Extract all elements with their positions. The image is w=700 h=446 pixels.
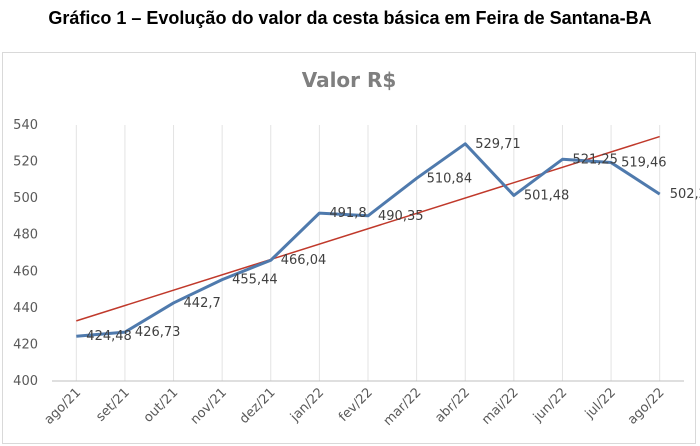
y-tick-label: 540 (13, 118, 38, 133)
x-tick-label: abr/22 (432, 385, 473, 426)
data-label: 424,48 (86, 329, 132, 344)
data-label: 521,25 (572, 152, 618, 167)
data-label: 491,8 (329, 206, 366, 221)
x-tick-label: nov/21 (188, 385, 230, 427)
data-label: 510,84 (427, 171, 473, 186)
y-tick-label: 420 (13, 337, 38, 352)
trendline-group (76, 135, 660, 322)
x-tick-label: jul/22 (582, 385, 619, 422)
y-tick-label: 480 (13, 228, 38, 243)
y-tick-label: 520 (13, 155, 38, 170)
data-label: 442,7 (184, 296, 221, 311)
x-tick-label: jun/22 (530, 385, 570, 425)
y-axis: 400 420 440 460 480 500 520 540 (13, 118, 38, 389)
x-tick-label: mar/22 (381, 385, 425, 429)
series-line (76, 142, 661, 338)
x-tick-label: dez/21 (237, 385, 279, 427)
figure-heading: Gráfico 1 – Evolução do valor da cesta b… (48, 8, 652, 28)
x-tick-label: ago/21 (42, 385, 84, 427)
x-tick-label: jan/22 (287, 385, 327, 425)
series-group (76, 142, 661, 338)
data-label: 501,48 (524, 188, 570, 203)
x-tick-label: out/21 (141, 385, 181, 425)
y-tick-label: 460 (13, 264, 38, 279)
x-tick-label: fev/22 (336, 385, 376, 425)
y-tick-label: 400 (13, 374, 38, 389)
data-label: 490,35 (378, 209, 424, 224)
data-label: 426,73 (135, 325, 181, 340)
y-tick-label: 500 (13, 191, 38, 206)
x-tick-label: set/21 (93, 385, 132, 424)
data-label: 519,46 (621, 156, 667, 171)
y-tick-label: 440 (13, 301, 38, 316)
trendline (76, 135, 660, 322)
x-axis: ago/21 set/21 out/21 nov/21 dez/21 jan/22 fev/… (42, 385, 668, 429)
chart-frame (2, 52, 696, 444)
x-tick-label: mai/22 (479, 385, 522, 428)
data-label: 502,22 (670, 187, 700, 202)
data-label: 529,71 (475, 137, 521, 152)
data-label: 466,04 (281, 253, 327, 268)
data-label: 455,44 (232, 273, 278, 288)
x-tick-label: ago/22 (625, 385, 667, 427)
gridlines (52, 125, 684, 382)
chart-title: Valor R$ (302, 68, 397, 92)
